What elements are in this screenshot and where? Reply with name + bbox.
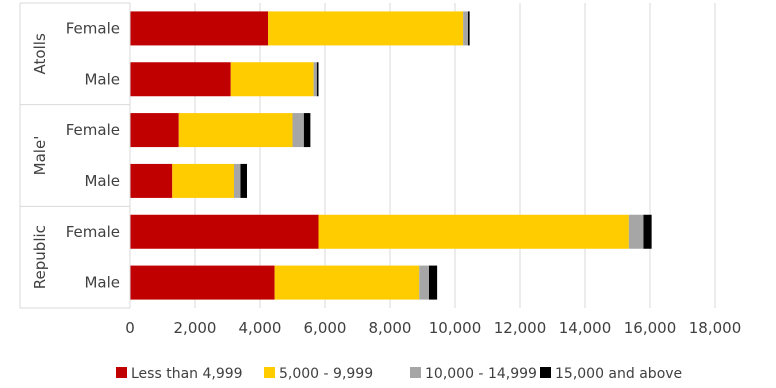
legend-label: 15,000 and above — [555, 366, 682, 382]
x-tick-label: 12,000 — [494, 319, 547, 337]
x-tick-label: 16,000 — [624, 319, 677, 337]
x-tick-label: 18,000 — [689, 319, 742, 337]
x-tick-label: 2,000 — [174, 319, 217, 337]
group-label: Male' — [31, 136, 49, 176]
bar-segment — [419, 265, 429, 300]
group-label: Atolls — [31, 33, 49, 74]
x-tick-label: 4,000 — [239, 319, 282, 337]
legend-swatch — [410, 367, 421, 378]
bar-segment — [463, 11, 468, 46]
bar-segment — [234, 163, 241, 198]
bar-segment — [468, 11, 470, 46]
bar-segment — [313, 62, 317, 97]
x-tick-labels: 0 2,000 4,000 6,000 8,000 10,000 12,000 14,000 1… — [125, 319, 741, 337]
bar-segment — [130, 265, 275, 300]
category-labels: Female Male Female Male Female Male — [66, 19, 120, 291]
bar-segment — [274, 265, 420, 300]
legend-label: 5,000 - 9,999 — [279, 366, 373, 382]
bar-segment — [643, 214, 652, 249]
category-label: Male — [84, 70, 120, 88]
legend-swatch — [264, 367, 275, 378]
axis-lines — [19, 2, 131, 309]
category-label: Female — [66, 223, 120, 241]
gridlines — [194, 3, 716, 308]
bar-segment — [130, 62, 231, 97]
category-label: Female — [66, 19, 120, 37]
group-labels: Atolls Male' Republic — [31, 33, 49, 289]
bar-segment — [130, 113, 179, 148]
category-label: Female — [66, 121, 120, 139]
bar-segment — [429, 265, 438, 300]
x-tick-label: 14,000 — [559, 319, 612, 337]
bar-segment — [130, 11, 269, 46]
group-label: Republic — [31, 225, 49, 289]
bar-segment — [172, 163, 234, 198]
x-tick-label: 0 — [125, 319, 135, 337]
bar-segment — [130, 214, 319, 249]
x-tick-label: 8,000 — [369, 319, 412, 337]
legend-swatch — [540, 367, 551, 378]
bars — [130, 11, 652, 300]
x-tick-label: 6,000 — [304, 319, 347, 337]
bar-segment — [316, 62, 319, 97]
category-label: Male — [84, 274, 120, 292]
legend: Less than 4,999 5,000 - 9,999 10,000 - 14,… — [116, 366, 682, 382]
bar-segment — [230, 62, 314, 97]
bar-segment — [268, 11, 464, 46]
legend-swatch — [116, 367, 127, 378]
bar-segment — [628, 214, 644, 249]
bar-segment — [130, 163, 173, 198]
legend-label: Less than 4,999 — [131, 366, 243, 382]
bar-segment — [318, 214, 629, 249]
legend-label: 10,000 - 14,999 — [425, 366, 537, 382]
bar-segment — [292, 113, 304, 148]
bar-segment — [240, 163, 247, 198]
bar-segment — [178, 113, 293, 148]
category-label: Male — [84, 172, 120, 190]
bar-segment — [303, 113, 311, 148]
x-tick-label: 10,000 — [429, 319, 482, 337]
